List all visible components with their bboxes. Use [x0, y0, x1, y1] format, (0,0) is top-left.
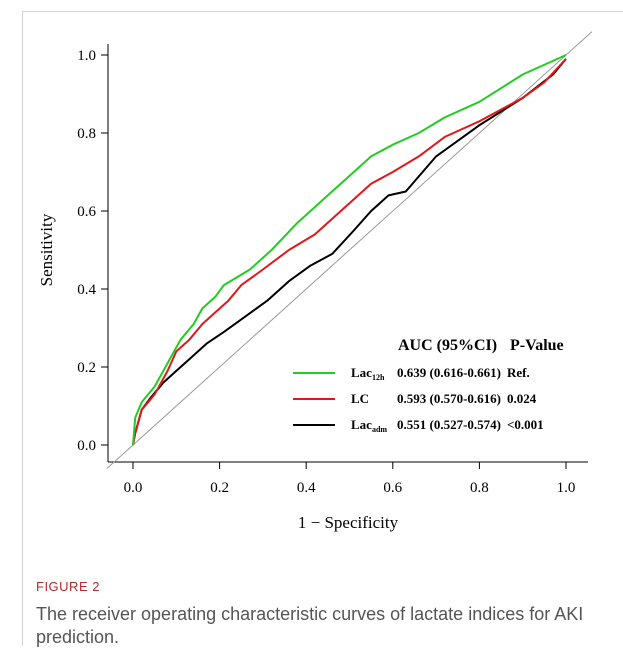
legend-header-p: P-Value	[510, 337, 564, 354]
y-tick-label: 0.0	[77, 438, 96, 454]
axes: 0.0 0.2 0.4 0.6 0.8 1.0 0.0 0.2 0.4 0.6 0.8 1.0	[77, 44, 588, 496]
legend-series-subscript: adm	[372, 425, 387, 434]
legend-p-value: 0.024	[507, 391, 537, 406]
x-tick-label: 0.8	[470, 480, 489, 496]
y-axis-label: Sensitivity	[37, 213, 56, 286]
x-tick-label: 0.0	[124, 480, 143, 496]
x-axis-label: 1 − Specificity	[298, 513, 399, 532]
top-divider	[22, 11, 623, 12]
y-tick-label: 0.4	[77, 282, 96, 298]
y-tick-label: 1.0	[77, 48, 96, 64]
legend-series-name: Lacadm	[351, 417, 387, 434]
legend-series-name: Lac12h	[351, 365, 385, 382]
legend-header-auc: AUC (95%CI)	[398, 337, 497, 354]
left-divider	[22, 11, 23, 646]
figure-caption: The receiver operating characteristic cu…	[36, 604, 584, 647]
series-group	[132, 54, 567, 446]
figure-label: FIGURE 2	[36, 579, 100, 594]
legend-auc-value: 0.639 (0.616-0.661)	[397, 365, 501, 380]
x-tick-label: 1.0	[557, 480, 576, 496]
series-line-lc	[132, 58, 567, 446]
legend: AUC (95%CI) P-Value Lac12h 0.639 (0.616-0.6…	[293, 337, 564, 434]
roc-chart: 0.0 0.2 0.4 0.6 0.8 1.0 0.0 0.2 0.4 0.6 0.8 1.0 AUC…	[37, 31, 593, 532]
legend-auc-value: 0.551 (0.527-0.574)	[397, 417, 501, 432]
y-tick-label: 0.2	[77, 360, 96, 376]
y-tick-label: 0.6	[77, 204, 96, 220]
legend-p-value: Ref.	[507, 365, 530, 380]
x-tick-label: 0.6	[383, 480, 402, 496]
x-tick-label: 0.4	[297, 480, 316, 496]
legend-series-subscript: 12h	[372, 373, 385, 382]
x-tick-label: 0.2	[210, 480, 229, 496]
y-tick-label: 0.8	[77, 126, 96, 142]
legend-auc-value: 0.593 (0.570-0.616)	[397, 391, 501, 406]
legend-p-value: <0.001	[507, 417, 544, 432]
series-line-lac-12h	[132, 54, 567, 446]
legend-series-name: LC	[351, 391, 369, 406]
